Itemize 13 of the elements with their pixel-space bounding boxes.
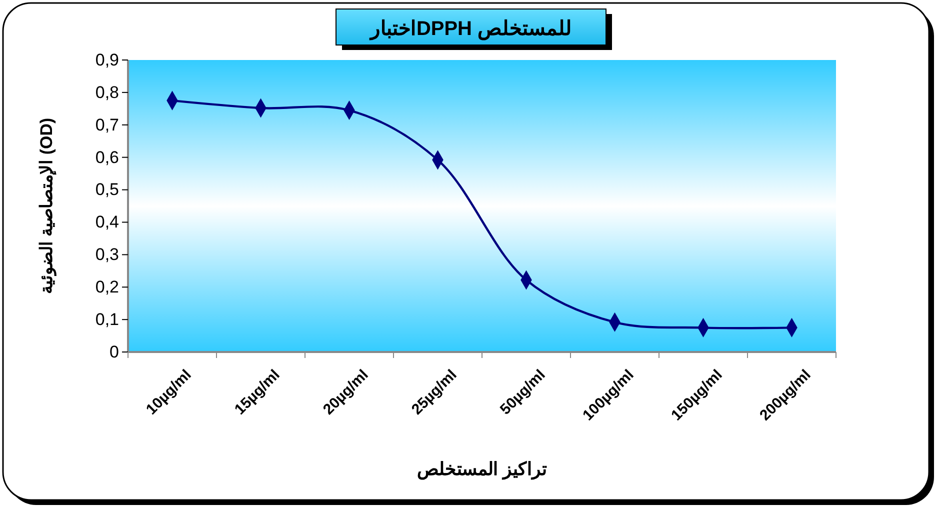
y-tick-label: 0,6 — [95, 148, 119, 167]
y-tick-label: 0 — [110, 342, 119, 362]
y-tick-label: 0,2 — [95, 278, 119, 297]
x-axis-title: تراكيز المستخلص — [416, 459, 548, 480]
y-tick-label: 0,3 — [95, 245, 119, 264]
y-tick-label: 0,8 — [95, 82, 119, 102]
y-tick-label: 0,1 — [95, 310, 119, 329]
y-tick-label: 0,7 — [95, 115, 119, 134]
y-tick-label: 0,4 — [95, 212, 119, 232]
y-tick-label: 0,5 — [95, 180, 119, 200]
y-tick-label: 0,9 — [95, 50, 119, 70]
y-axis-title: الإمتصاصية الضوئية (OD) — [37, 118, 57, 294]
chart-title: اختبارDPPH للمستخلص — [368, 18, 572, 41]
